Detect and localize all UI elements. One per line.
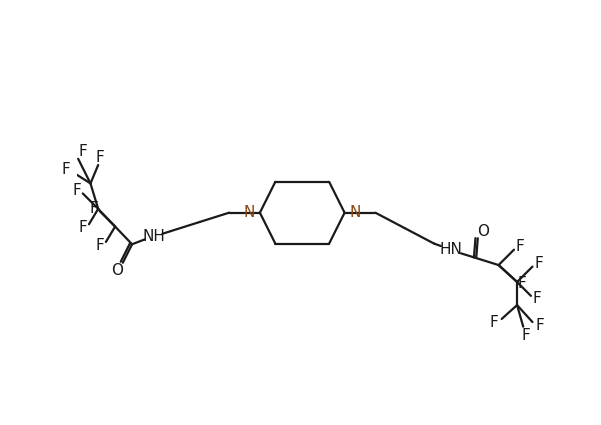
Text: F: F: [61, 162, 70, 177]
Text: F: F: [96, 238, 104, 252]
Text: F: F: [522, 329, 531, 343]
Text: O: O: [111, 263, 123, 278]
Text: N: N: [244, 205, 255, 220]
Text: F: F: [517, 276, 526, 291]
Text: F: F: [96, 150, 104, 165]
Text: F: F: [536, 317, 545, 333]
Text: F: F: [72, 183, 81, 198]
Text: NH: NH: [142, 229, 165, 244]
Text: F: F: [516, 239, 525, 254]
Text: F: F: [78, 144, 87, 159]
Text: F: F: [532, 292, 542, 306]
Text: O: O: [477, 224, 489, 239]
Text: N: N: [349, 205, 361, 220]
Text: HN: HN: [439, 242, 462, 257]
Text: F: F: [534, 256, 543, 271]
Text: F: F: [78, 220, 87, 235]
Text: F: F: [490, 314, 498, 329]
Text: F: F: [89, 201, 98, 215]
